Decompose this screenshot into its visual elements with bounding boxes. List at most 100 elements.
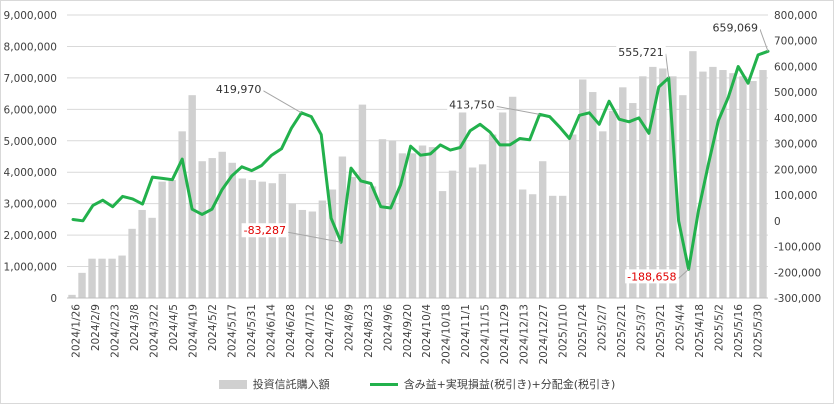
bar: [368, 186, 377, 298]
bar: [448, 170, 457, 298]
y-right-tick-label: 400,000: [774, 113, 817, 125]
x-tick-label: 2024/3/22: [149, 304, 161, 358]
bar: [148, 217, 156, 298]
annotation-label: 413,750: [449, 98, 495, 111]
annotation-bg: [710, 20, 760, 35]
x-tick-label: 2024/3/8: [129, 304, 141, 351]
bar: [468, 167, 477, 298]
y-right-tick-label: 600,000: [774, 61, 817, 73]
bar: [218, 151, 226, 298]
x-tick-label: 2025/1/10: [558, 304, 570, 358]
annotation-bg: [213, 81, 264, 96]
bar: [569, 134, 577, 298]
x-tick-label: 2025/2/7: [596, 304, 608, 351]
bar: [68, 294, 76, 298]
x-tick-label: 2024/1/26: [71, 304, 83, 358]
bar: [168, 180, 176, 298]
annotation-leader: [759, 29, 769, 52]
y-right-tick-label: 800,000: [774, 10, 817, 22]
bar: [298, 209, 307, 298]
bar: [579, 79, 587, 298]
bar: [669, 76, 677, 298]
bar: [488, 134, 497, 298]
x-tick-label: 2024/9/6: [382, 304, 394, 351]
annotation-label: 555,721: [618, 46, 664, 59]
x-tick-label: 2024/9/20: [402, 304, 414, 358]
annotation-label: -188,658: [627, 270, 676, 283]
annotation-bg: [616, 44, 666, 59]
x-tick-label: 2024/11/15: [480, 304, 492, 365]
bar: [78, 272, 86, 298]
x-tick-label: 2025/3/7: [635, 304, 647, 351]
bar: [629, 103, 637, 299]
y-left-tick-label: 1,000,000: [4, 262, 57, 274]
annotation-bg: [447, 97, 497, 112]
bar: [188, 95, 196, 298]
bar: [198, 161, 206, 298]
bar: [458, 112, 467, 298]
bar: [288, 203, 297, 298]
y-right-tick-label: 200,000: [774, 164, 817, 176]
bar: [609, 110, 617, 299]
bar: [739, 76, 747, 298]
bar: [318, 200, 327, 298]
x-tick-label: 2024/4/19: [188, 304, 200, 358]
y-right-tick-label: 100,000: [774, 190, 817, 202]
bar: [108, 258, 116, 298]
bar: [659, 68, 667, 298]
legend-swatch-bar: [218, 379, 247, 389]
y-left-tick-label: 2,000,000: [4, 230, 57, 242]
bar: [749, 81, 757, 299]
y-right-tick-label: 300,000: [774, 139, 817, 151]
x-tick-label: 2024/11/1: [460, 304, 472, 358]
bar: [138, 209, 146, 298]
bar: [538, 161, 547, 298]
y-right-tick-label: 500,000: [774, 87, 817, 99]
annotation-leader: [665, 53, 670, 78]
bar: [118, 255, 126, 298]
bar: [438, 191, 447, 298]
y-left-tick-label: 9,000,000: [4, 10, 57, 22]
bar: [88, 258, 96, 298]
y-left-tick-label: 4,000,000: [4, 167, 57, 179]
bar: [248, 180, 256, 298]
bar: [599, 131, 607, 298]
line-series: [71, 49, 770, 271]
annotation-leader: [263, 90, 302, 114]
legend-label-line: 含み益+実現損益(税引き)+分配金(税引き): [403, 378, 616, 391]
legend-label-bar: 投資信託購入額: [252, 378, 330, 391]
bar: [408, 153, 417, 298]
x-tick-label: 2024/6/14: [265, 304, 277, 358]
x-tick-label: 2024/7/12: [304, 304, 316, 358]
bar: [258, 181, 266, 298]
x-tick-label: 2024/2/23: [110, 304, 122, 358]
y-left-tick-label: 6,000,000: [4, 104, 57, 116]
x-tick-label: 2025/3/21: [655, 304, 667, 358]
annotation-leader: [496, 105, 540, 115]
bar: [528, 194, 537, 298]
bar: [98, 258, 106, 298]
bar: [418, 145, 427, 298]
bar: [308, 211, 317, 298]
bar: [689, 51, 697, 299]
y-left-tick-label: 5,000,000: [4, 136, 57, 148]
x-tick-label: 2024/5/17: [227, 304, 239, 358]
y-right-tick-label: -200,000: [774, 267, 821, 279]
bar: [238, 178, 246, 298]
x-tick-label: 2025/4/4: [674, 304, 686, 351]
bar: [158, 181, 166, 298]
bar: [518, 189, 527, 298]
x-tick-label: 2024/2/9: [90, 304, 102, 351]
bar: [268, 183, 276, 298]
y-right-tick-label: -300,000: [774, 293, 821, 305]
legend-item-line: 含み益+実現損益(税引き)+分配金(税引き): [369, 376, 616, 392]
y-left-tick-label: 7,000,000: [4, 73, 57, 85]
x-tick-label: 2024/11/29: [499, 304, 511, 365]
bar: [639, 76, 647, 298]
bar: [729, 73, 737, 298]
x-tick-label: 2024/5/31: [246, 304, 258, 358]
x-tick-label: 2025/5/30: [752, 304, 764, 358]
x-tick-label: 2024/5/2: [207, 304, 219, 351]
y-right-tick-label: 700,000: [774, 36, 817, 48]
